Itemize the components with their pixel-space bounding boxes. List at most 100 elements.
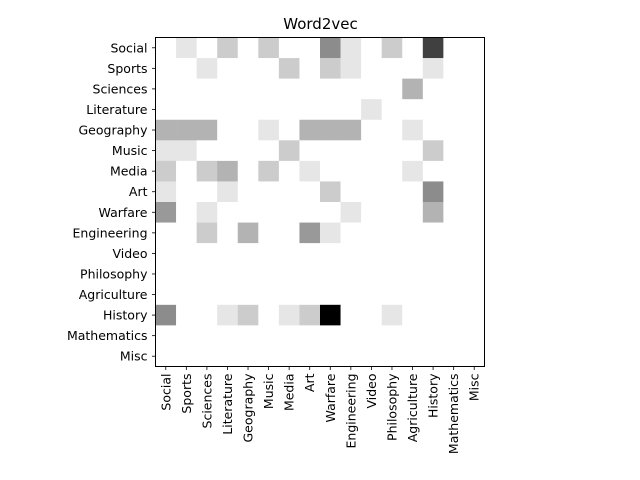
heatmap-cell <box>340 99 362 121</box>
heatmap-cell <box>402 119 424 141</box>
y-tick-label: Literature <box>86 102 148 117</box>
heatmap-cell <box>320 37 341 59</box>
heatmap-cell <box>340 263 362 285</box>
heatmap-cell <box>402 181 424 203</box>
heatmap-cell <box>237 119 259 141</box>
heatmap-cell <box>463 202 485 223</box>
heatmap-cell <box>340 345 362 367</box>
heatmap-cell <box>320 119 341 141</box>
heatmap-cell <box>443 243 465 264</box>
heatmap-cell <box>340 78 362 100</box>
heatmap-cell <box>422 58 444 79</box>
heatmap-cell <box>463 160 485 182</box>
heatmap-cell <box>361 284 382 306</box>
heatmap-cell <box>155 181 177 203</box>
heatmap-cell <box>320 140 341 162</box>
x-axis: Social Sports Sciences Literature Geography M… <box>158 366 482 455</box>
heatmap-cell <box>237 140 259 162</box>
heatmap-cell <box>196 119 218 141</box>
heatmap-cell <box>361 140 382 162</box>
heatmap-cell <box>443 202 465 223</box>
heatmap-cell <box>258 119 280 141</box>
heatmap-cell <box>278 304 300 326</box>
heatmap-cell <box>381 222 403 244</box>
heatmap-cell <box>443 99 465 121</box>
heatmap-cell <box>361 202 382 223</box>
heatmap-cell <box>402 222 424 244</box>
heatmap-cell <box>422 243 444 264</box>
heatmap-cell <box>340 37 362 59</box>
heatmap-cell <box>340 243 362 264</box>
heatmap-cell <box>443 222 465 244</box>
heatmap-cell <box>402 243 424 264</box>
heatmap-cell <box>299 99 321 121</box>
heatmap-cell <box>422 222 444 244</box>
heatmap-cell <box>320 284 341 306</box>
heatmap-cell <box>340 284 362 306</box>
heatmap-cell <box>381 37 403 59</box>
heatmap-cell <box>422 119 444 141</box>
heatmap-cell <box>237 222 259 244</box>
x-tick-label: Social <box>158 374 173 411</box>
heatmap-cell <box>278 119 300 141</box>
y-tick-label: Media <box>110 164 148 179</box>
heatmap-cell <box>155 345 177 367</box>
heatmap-cell <box>196 99 218 121</box>
heatmap-cell <box>422 202 444 223</box>
heatmap-cell <box>320 325 341 347</box>
heatmap-cell <box>217 243 239 264</box>
heatmap-cell <box>402 345 424 367</box>
heatmap-cell <box>155 243 177 264</box>
heatmap-cell <box>278 202 300 223</box>
x-tick-label: Media <box>282 374 297 412</box>
heatmap-cell <box>422 78 444 100</box>
heatmap-cell <box>237 99 259 121</box>
heatmap-cell <box>340 202 362 223</box>
heatmap-cell <box>155 304 177 326</box>
heatmap-cell <box>402 304 424 326</box>
heatmap-cell <box>237 284 259 306</box>
heatmap-cell <box>340 181 362 203</box>
heatmap-cell <box>361 58 382 79</box>
heatmap-cell <box>155 325 177 347</box>
heatmap-cell <box>258 202 280 223</box>
heatmap-cell <box>155 119 177 141</box>
heatmap-cell <box>299 140 321 162</box>
heatmap-cell <box>320 202 341 223</box>
heatmap-cell <box>299 284 321 306</box>
heatmap-cell <box>196 222 218 244</box>
heatmap-cell <box>340 222 362 244</box>
x-tick-label: Mathematics <box>446 374 461 455</box>
heatmap-cell <box>196 243 218 264</box>
heatmap-cell <box>402 263 424 285</box>
heatmap-cell <box>278 181 300 203</box>
x-tick-label: Literature <box>220 373 235 435</box>
heatmap-cell <box>217 202 239 223</box>
heatmap-cell <box>299 119 321 141</box>
heatmap-cell <box>299 181 321 203</box>
heatmap-cell <box>443 140 465 162</box>
heatmap-cell <box>196 263 218 285</box>
heatmap-cell <box>381 140 403 162</box>
heatmap-cell <box>381 160 403 182</box>
heatmap-cell <box>402 37 424 59</box>
y-tick-label: Social <box>110 40 147 55</box>
heatmap-cell <box>258 345 280 367</box>
y-tick-label: Sciences <box>93 81 148 96</box>
heatmap-cell <box>381 284 403 306</box>
heatmap-cell <box>155 284 177 306</box>
heatmap-cell <box>422 37 444 59</box>
heatmap-cell <box>463 58 485 79</box>
heatmap-cell <box>402 202 424 223</box>
heatmap-cell <box>340 140 362 162</box>
heatmap-cell <box>320 99 341 121</box>
heatmap-cell <box>443 263 465 285</box>
heatmap-cell <box>402 284 424 306</box>
heatmap-cell <box>196 140 218 162</box>
heatmap-cell <box>422 99 444 121</box>
heatmap-cell <box>196 78 218 100</box>
heatmap-cell <box>155 99 177 121</box>
heatmap-cell <box>320 181 341 203</box>
heatmap-cell <box>278 99 300 121</box>
